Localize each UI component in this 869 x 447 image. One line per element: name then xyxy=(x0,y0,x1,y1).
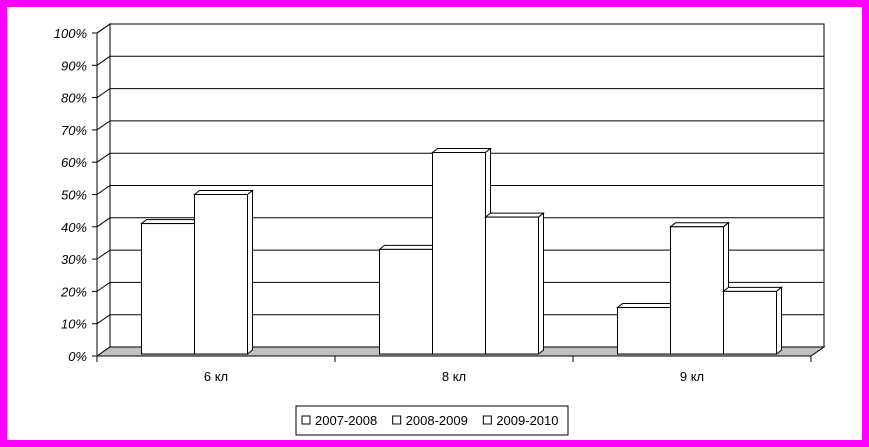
bars xyxy=(140,147,783,356)
gridline xyxy=(96,314,824,325)
y-tick-label: 10% xyxy=(61,317,87,332)
y-tick-label: 40% xyxy=(61,220,87,235)
gridline xyxy=(96,185,824,195)
bar-front xyxy=(194,194,248,355)
x-tick-label: 6 кл xyxy=(204,369,228,384)
bar xyxy=(722,286,783,356)
bar-top xyxy=(484,212,545,218)
legend: 2007-2008 2008-2009 2009-2010 xyxy=(295,405,569,436)
bar-front xyxy=(723,290,777,355)
bar-top xyxy=(140,219,201,225)
bar xyxy=(431,147,492,356)
y-tick-label: 70% xyxy=(61,123,87,138)
gridline xyxy=(96,55,824,66)
bar xyxy=(378,244,439,356)
legend-swatch xyxy=(301,415,311,425)
legend-label: 2008-2009 xyxy=(406,413,468,428)
gridline xyxy=(96,217,824,228)
gridline xyxy=(96,23,824,34)
bar-front xyxy=(432,152,486,355)
gridline xyxy=(96,88,824,99)
y-tick-label: 60% xyxy=(61,155,87,170)
bar-top xyxy=(722,286,783,292)
y-tick-label: 90% xyxy=(61,58,87,73)
gridline xyxy=(96,152,824,163)
gridline xyxy=(96,249,824,260)
y-tick-label: 50% xyxy=(61,188,87,203)
y-tick-label: 30% xyxy=(61,252,87,267)
legend-label: 2007-2008 xyxy=(315,413,377,428)
y-axis: 0% 10% 20% 30% 40% 50% 60% 70% 80% 90% 100% xyxy=(54,26,98,364)
legend-label: 2009-2010 xyxy=(496,413,558,428)
bar-front xyxy=(485,216,539,355)
gridlines xyxy=(96,23,824,325)
gridline xyxy=(96,281,824,292)
y-tick-label: 0% xyxy=(68,349,87,364)
bar-side xyxy=(776,286,782,356)
bar-front xyxy=(141,223,195,355)
bar-top xyxy=(669,222,730,228)
bar-top xyxy=(431,148,492,154)
y-tick-label: 20% xyxy=(60,284,87,299)
legend-swatch xyxy=(392,415,402,425)
gridline xyxy=(96,120,824,131)
bar xyxy=(484,212,545,356)
bar-side xyxy=(247,189,253,356)
legend-box xyxy=(295,405,569,436)
bar xyxy=(140,218,201,356)
y-tick-label: 80% xyxy=(61,91,87,106)
y-tick-label: 100% xyxy=(54,26,87,41)
bar xyxy=(193,189,254,356)
x-tick-label: 9 кл xyxy=(680,369,704,384)
bar-front xyxy=(379,248,433,355)
bar xyxy=(616,302,677,356)
bar-top xyxy=(616,303,677,309)
bar-top xyxy=(378,244,439,250)
legend-swatch xyxy=(482,415,492,425)
bar-front xyxy=(617,307,671,355)
bar-front xyxy=(670,226,724,355)
bar-side xyxy=(538,212,544,356)
bar-top xyxy=(193,190,254,195)
x-tick-label: 8 кл xyxy=(442,369,466,384)
bar xyxy=(669,221,730,356)
x-axis: 6 кл 8 кл 9 кл xyxy=(96,355,812,384)
